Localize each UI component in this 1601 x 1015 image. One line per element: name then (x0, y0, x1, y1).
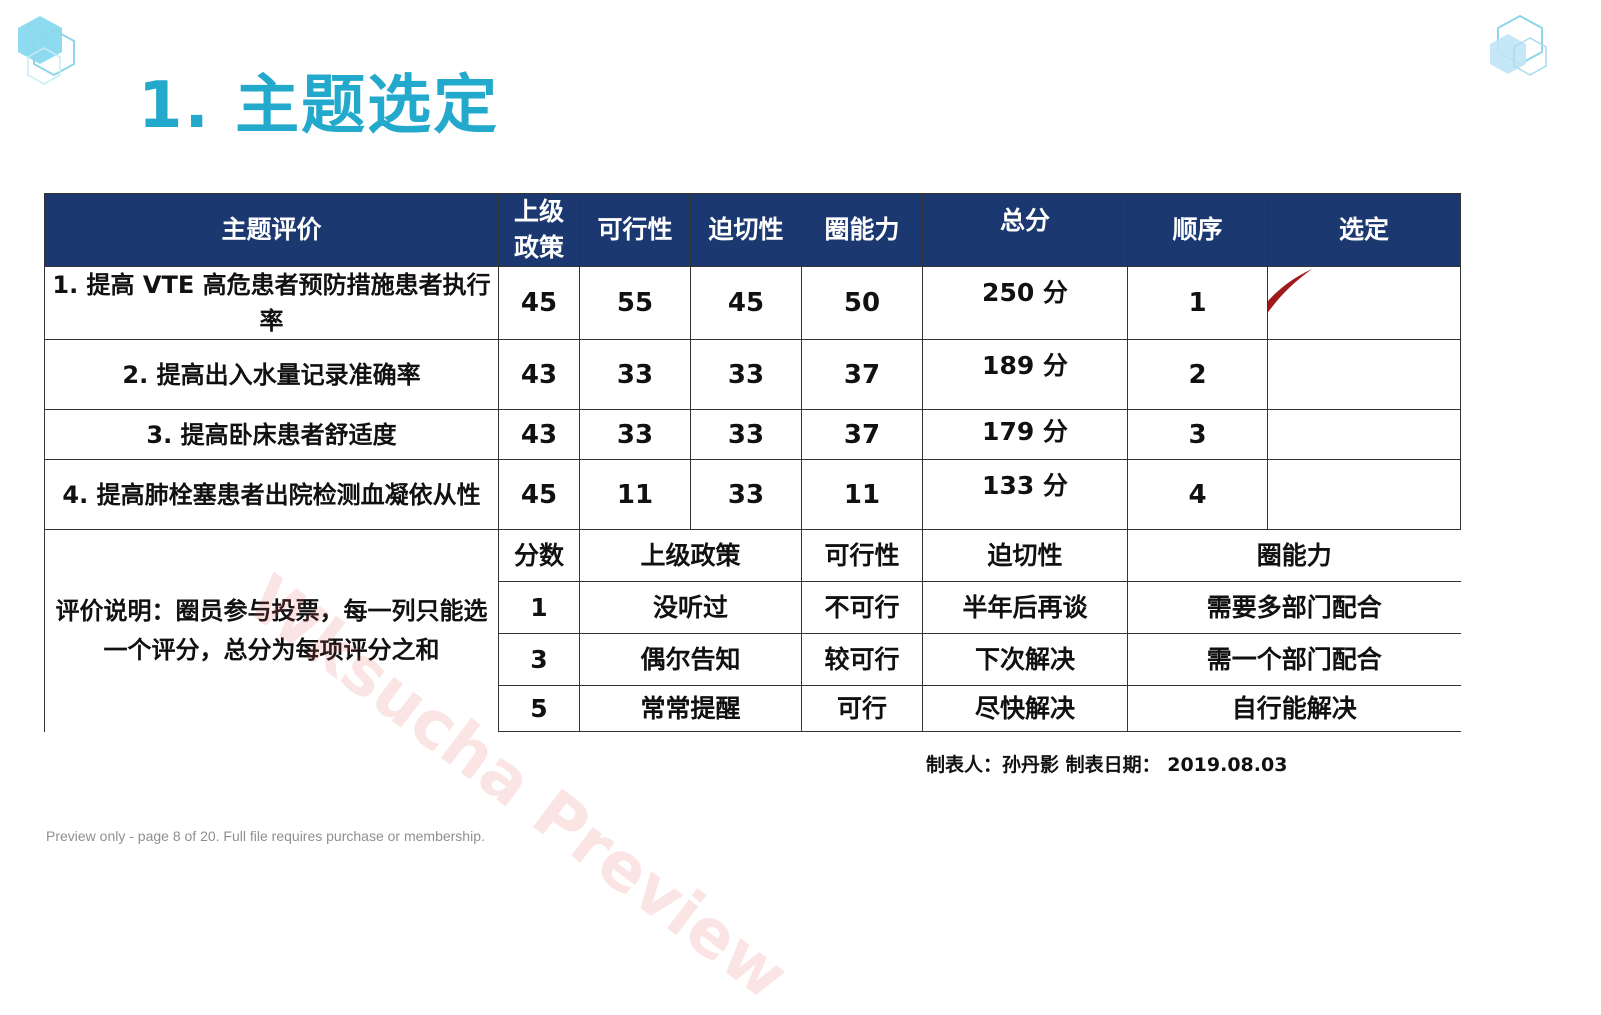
page-title: 1. 主题选定 (138, 69, 500, 143)
row-order: 3 (1127, 409, 1268, 460)
hexagon-decoration-icon (1490, 14, 1547, 76)
row-total: 133 分 (922, 459, 1128, 530)
legend-header-capability: 圈能力 (1127, 529, 1461, 582)
legend-urgency: 尽快解决 (922, 685, 1128, 732)
hexagon-decoration-icon (18, 16, 75, 85)
legend-feasibility: 可行 (801, 685, 923, 732)
legend-row: 3 偶尔告知 较可行 下次解决 需一个部门配合 (45, 633, 1461, 686)
row-order: 1 (1127, 266, 1268, 340)
legend-header-feasibility: 可行性 (801, 529, 923, 582)
row-capability: 37 (801, 409, 923, 460)
header-topic: 主题评价 (44, 193, 499, 267)
row-urgency: 33 (690, 339, 802, 410)
table-header-row: 主题评价 上级 政策 可行性 迫切性 圈能力 总分 顺序 选定 (44, 193, 1461, 267)
header-feasibility: 可行性 (579, 193, 691, 267)
row-selected (1267, 459, 1461, 530)
legend-score: 3 (498, 633, 580, 686)
legend-urgency: 下次解决 (922, 633, 1128, 686)
header-capability: 圈能力 (801, 193, 923, 267)
legend-capability: 需要多部门配合 (1127, 581, 1461, 634)
row-urgency: 45 (690, 266, 802, 340)
table-maker-info: 制表人：孙丹影 制表日期： 2019.08.03 (926, 754, 1288, 776)
row-policy: 45 (498, 459, 580, 530)
row-policy: 45 (498, 266, 580, 340)
row-feasibility: 11 (579, 459, 691, 530)
row-urgency: 33 (690, 409, 802, 460)
row-policy: 43 (498, 409, 580, 460)
header-policy: 上级 政策 (498, 193, 580, 267)
row-total: 189 分 (922, 339, 1128, 410)
legend-header-urgency: 迫切性 (922, 529, 1128, 582)
row-topic: 2. 提高出入水量记录准确率 (44, 339, 499, 410)
legend-header-score: 分数 (498, 529, 580, 582)
legend-score: 5 (498, 685, 580, 732)
preview-notice: Preview only - page 8 of 20. Full file r… (46, 828, 485, 844)
row-topic: 3. 提高卧床患者舒适度 (44, 409, 499, 460)
table-row: 2. 提高出入水量记录准确率 43 33 33 37 189 分 2 (44, 339, 1461, 410)
header-order: 顺序 (1127, 193, 1268, 267)
row-policy: 43 (498, 339, 580, 410)
legend-urgency: 半年后再谈 (922, 581, 1128, 634)
row-topic: 1. 提高 VTE 高危患者预防措施患者执行率 (44, 266, 499, 340)
header-selected: 选定 (1267, 193, 1461, 267)
legend-capability: 需一个部门配合 (1127, 633, 1461, 686)
legend-feasibility: 不可行 (801, 581, 923, 634)
evaluation-table: 主题评价 上级 政策 可行性 迫切性 圈能力 总分 顺序 选定 1. 提高 VT… (44, 193, 1461, 732)
legend-capability: 自行能解决 (1127, 685, 1461, 732)
evaluation-note: 评价说明：圈员参与投票，每一列只能选一个评分，总分为每项评分之和 (44, 529, 499, 732)
row-selected (1267, 339, 1461, 410)
row-selected (1267, 409, 1461, 460)
checkmark-icon (1268, 269, 1312, 312)
table-row: 3. 提高卧床患者舒适度 43 33 33 37 179 分 3 (44, 409, 1461, 460)
row-order: 4 (1127, 459, 1268, 530)
legend-row: 5 常常提醒 可行 尽快解决 自行能解决 (45, 685, 1461, 732)
header-total: 总分 (922, 193, 1128, 267)
row-selected (1267, 266, 1461, 340)
legend-header-policy: 上级政策 (579, 529, 802, 582)
legend-header-row: 评价说明：圈员参与投票，每一列只能选一个评分，总分为每项评分之和 分数 上级政策… (44, 529, 1461, 732)
table-row: 1. 提高 VTE 高危患者预防措施患者执行率 45 55 45 50 250 … (44, 266, 1461, 340)
legend-row: 1 没听过 不可行 半年后再谈 需要多部门配合 (45, 581, 1461, 634)
row-feasibility: 33 (579, 409, 691, 460)
legend-section: 评价说明：圈员参与投票，每一列只能选一个评分，总分为每项评分之和 分数 上级政策… (44, 529, 1461, 732)
legend-score: 1 (498, 581, 580, 634)
legend-policy: 常常提醒 (579, 685, 802, 732)
legend-policy: 偶尔告知 (579, 633, 802, 686)
row-capability: 37 (801, 339, 923, 410)
row-total: 179 分 (922, 409, 1128, 460)
row-capability: 11 (801, 459, 923, 530)
header-urgency: 迫切性 (690, 193, 802, 267)
row-topic: 4. 提高肺栓塞患者出院检测血凝依从性 (44, 459, 499, 530)
legend-feasibility: 较可行 (801, 633, 923, 686)
row-feasibility: 55 (579, 266, 691, 340)
row-urgency: 33 (690, 459, 802, 530)
row-order: 2 (1127, 339, 1268, 410)
table-row: 4. 提高肺栓塞患者出院检测血凝依从性 45 11 33 11 133 分 4 (44, 459, 1461, 530)
row-feasibility: 33 (579, 339, 691, 410)
row-capability: 50 (801, 266, 923, 340)
row-total: 250 分 (922, 266, 1128, 340)
legend-policy: 没听过 (579, 581, 802, 634)
